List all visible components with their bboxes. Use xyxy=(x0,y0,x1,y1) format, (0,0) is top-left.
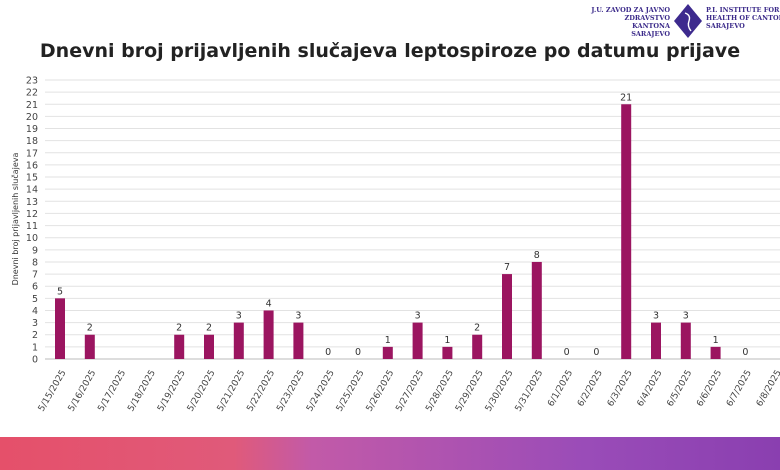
y-tick-label: 19 xyxy=(26,124,38,135)
data-label: 8 xyxy=(534,250,540,261)
bar xyxy=(84,334,95,359)
x-tick-label: 5/26/2025 xyxy=(365,369,397,414)
y-tick-label: 14 xyxy=(26,185,38,196)
y-tick-label: 8 xyxy=(32,257,38,268)
bar xyxy=(263,310,274,359)
y-tick-label: 11 xyxy=(26,221,38,232)
bar xyxy=(442,346,453,359)
bar xyxy=(621,104,632,360)
y-tick-label: 7 xyxy=(32,270,38,281)
footer-gradient-band xyxy=(0,437,780,470)
x-tick-label: 5/16/2025 xyxy=(67,369,99,414)
x-tick-label: 6/3/2025 xyxy=(606,369,635,409)
logo-diamond-icon xyxy=(674,4,702,38)
x-tick-label: 5/27/2025 xyxy=(394,369,426,414)
x-tick-label: 5/25/2025 xyxy=(335,369,367,414)
bar xyxy=(174,334,185,359)
bar xyxy=(233,322,244,359)
data-label: 0 xyxy=(564,347,570,358)
bar xyxy=(55,298,65,359)
x-tick-label: 5/22/2025 xyxy=(245,369,277,414)
x-tick-label: 5/31/2025 xyxy=(514,369,546,414)
logo-right-text: P.I. INSTITUTE FOR PUHEALTH OF CANTONSAR… xyxy=(706,6,780,30)
y-tick-label: 9 xyxy=(32,245,38,256)
y-tick-label: 17 xyxy=(26,148,38,159)
bar xyxy=(651,322,661,359)
x-tick-label: 5/15/2025 xyxy=(37,369,69,414)
y-tick-label: 22 xyxy=(26,88,38,99)
data-label: 2 xyxy=(206,323,212,334)
bar xyxy=(293,322,304,359)
y-tick-label: 15 xyxy=(26,173,38,184)
bar xyxy=(710,346,721,359)
x-tick-label: 6/8/2025 xyxy=(755,369,780,409)
data-label: 3 xyxy=(236,311,242,322)
x-tick-label: 5/28/2025 xyxy=(424,369,456,414)
data-label: 3 xyxy=(653,311,659,322)
x-tick-label: 5/18/2025 xyxy=(126,369,158,414)
logo-left-text: J.U. ZAVOD ZA JAVNO ZDRAVSTVO KANTONA SARA… xyxy=(591,6,670,38)
y-tick-label: 18 xyxy=(26,136,38,147)
data-label: 7 xyxy=(504,262,510,273)
y-tick-label: 1 xyxy=(32,342,38,353)
bar xyxy=(412,322,423,359)
y-tick-label: 12 xyxy=(26,209,38,220)
y-tick-label: 3 xyxy=(32,318,38,329)
x-tick-label: 6/5/2025 xyxy=(666,369,695,409)
x-tick-label: 6/6/2025 xyxy=(695,369,724,409)
chart-title: Dnevni broj prijavljenih slučajeva lepto… xyxy=(39,40,741,62)
y-tick-label: 10 xyxy=(26,233,38,244)
data-label: 2 xyxy=(176,323,182,334)
data-label: 0 xyxy=(742,347,748,358)
bar xyxy=(680,322,691,359)
x-tick-label: 5/20/2025 xyxy=(186,369,218,414)
x-tick-label: 6/4/2025 xyxy=(636,369,665,409)
x-tick-label: 5/30/2025 xyxy=(484,369,516,414)
data-label: 1 xyxy=(385,335,391,346)
bar xyxy=(382,346,393,359)
y-tick-label: 20 xyxy=(26,112,38,123)
y-axis-label: Dnevni broj prijavljenih slučajeva xyxy=(10,152,20,285)
data-label: 2 xyxy=(87,323,93,334)
bar xyxy=(502,274,512,359)
y-tick-label: 0 xyxy=(32,355,38,366)
data-label: 21 xyxy=(620,92,632,103)
x-tick-label: 6/2/2025 xyxy=(576,369,605,409)
data-label: 3 xyxy=(683,311,689,322)
x-tick-label: 6/1/2025 xyxy=(546,369,575,409)
y-tick-label: 13 xyxy=(26,197,38,208)
x-tick-label: 5/19/2025 xyxy=(156,369,188,414)
bar xyxy=(472,334,483,359)
x-tick-label: 5/21/2025 xyxy=(216,369,248,414)
x-tick-label: 5/23/2025 xyxy=(275,369,307,414)
bar-chart: 01234567891011121314151617181920212223Dn… xyxy=(10,76,780,414)
x-tick-label: 5/29/2025 xyxy=(454,369,486,414)
y-tick-label: 5 xyxy=(32,294,38,305)
data-label: 1 xyxy=(444,335,450,346)
data-label: 4 xyxy=(266,298,272,309)
data-label: 2 xyxy=(474,323,480,334)
y-tick-label: 6 xyxy=(32,282,38,293)
y-tick-label: 2 xyxy=(32,330,38,341)
x-tick-label: 6/7/2025 xyxy=(725,369,754,409)
y-tick-label: 21 xyxy=(26,100,38,111)
data-label: 0 xyxy=(593,347,599,358)
data-label: 0 xyxy=(325,347,331,358)
data-label: 3 xyxy=(295,311,301,322)
bar xyxy=(531,261,542,359)
y-tick-label: 16 xyxy=(26,160,38,171)
y-tick-label: 4 xyxy=(32,306,38,317)
bar xyxy=(204,334,214,359)
x-tick-label: 5/17/2025 xyxy=(96,369,128,414)
y-tick-label: 23 xyxy=(26,76,38,87)
data-label: 5 xyxy=(57,286,63,297)
data-label: 1 xyxy=(713,335,719,346)
data-label: 3 xyxy=(415,311,421,322)
data-label: 0 xyxy=(355,347,361,358)
institute-logo: J.U. ZAVOD ZA JAVNO ZDRAVSTVO KANTONA SARA… xyxy=(588,4,780,38)
x-tick-label: 5/24/2025 xyxy=(305,369,337,414)
